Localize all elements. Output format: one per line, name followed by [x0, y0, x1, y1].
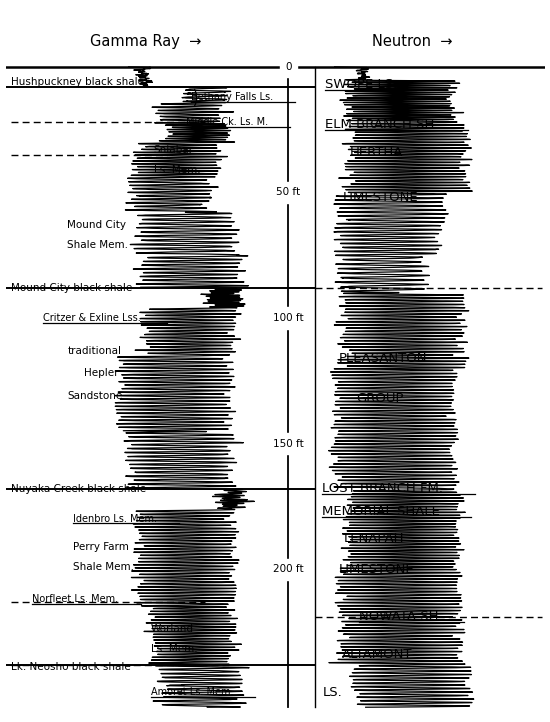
Text: Idenbro Ls. Mem.: Idenbro Ls. Mem.	[73, 514, 157, 524]
Text: Norfleet Ls. Mem.: Norfleet Ls. Mem.	[32, 594, 119, 604]
Text: HERTHA: HERTHA	[349, 146, 403, 159]
Text: Hepler: Hepler	[84, 368, 118, 378]
Text: PLEASANTON: PLEASANTON	[339, 352, 427, 365]
Text: Shale Mem.: Shale Mem.	[73, 562, 134, 572]
Text: GROUP: GROUP	[356, 392, 404, 405]
Text: MEMORIAL SHALE: MEMORIAL SHALE	[322, 505, 441, 518]
Text: traditional: traditional	[68, 346, 122, 356]
Text: 0: 0	[285, 62, 292, 72]
Text: Mound City black shale: Mound City black shale	[11, 283, 132, 293]
Text: ALTAMONT: ALTAMONT	[342, 648, 413, 661]
Text: Hushpuckney black shale: Hushpuckney black shale	[11, 77, 144, 87]
Text: NOWATA SH.: NOWATA SH.	[359, 610, 442, 623]
Text: 150 ft: 150 ft	[273, 438, 304, 448]
Text: Neutron  →: Neutron →	[372, 34, 453, 49]
Text: Worland: Worland	[151, 625, 194, 635]
Text: 50 ft: 50 ft	[277, 188, 300, 197]
Text: ELM BRANCH SH.: ELM BRANCH SH.	[324, 118, 438, 131]
Text: LIMESTONE: LIMESTONE	[342, 191, 418, 204]
Text: Perry Farm: Perry Farm	[73, 542, 129, 552]
Text: Sniabar: Sniabar	[154, 144, 194, 155]
Text: Ls. Mem.: Ls. Mem.	[151, 645, 197, 654]
Text: Shale Mem.: Shale Mem.	[68, 240, 129, 250]
Text: Nuyaka Creek black shale: Nuyaka Creek black shale	[11, 484, 146, 494]
Text: Ls. Mem.: Ls. Mem.	[154, 165, 200, 175]
Text: Gamma Ray  →: Gamma Ray →	[90, 34, 201, 49]
Text: SWOPE LS.: SWOPE LS.	[324, 78, 397, 91]
Text: LS.: LS.	[322, 686, 342, 699]
Text: Lk. Neosho black shale: Lk. Neosho black shale	[11, 662, 131, 672]
Text: Middle Ck. Ls. M.: Middle Ck. Ls. M.	[186, 117, 268, 127]
Text: Mound City: Mound City	[68, 220, 127, 230]
Text: Bethany Falls Ls.: Bethany Falls Ls.	[191, 92, 273, 102]
Text: Amoret Ls. Mem.: Amoret Ls. Mem.	[151, 687, 234, 697]
Text: LIMESTONE: LIMESTONE	[339, 562, 414, 575]
Text: Sandstone: Sandstone	[68, 391, 123, 401]
Text: LENAPAH: LENAPAH	[344, 533, 404, 546]
Text: Critzer & Exline Lss.: Critzer & Exline Lss.	[43, 313, 141, 323]
Text: LOST BRANCH FM.: LOST BRANCH FM.	[322, 482, 443, 495]
Text: 100 ft: 100 ft	[273, 313, 304, 323]
Text: 200 ft: 200 ft	[273, 564, 304, 574]
